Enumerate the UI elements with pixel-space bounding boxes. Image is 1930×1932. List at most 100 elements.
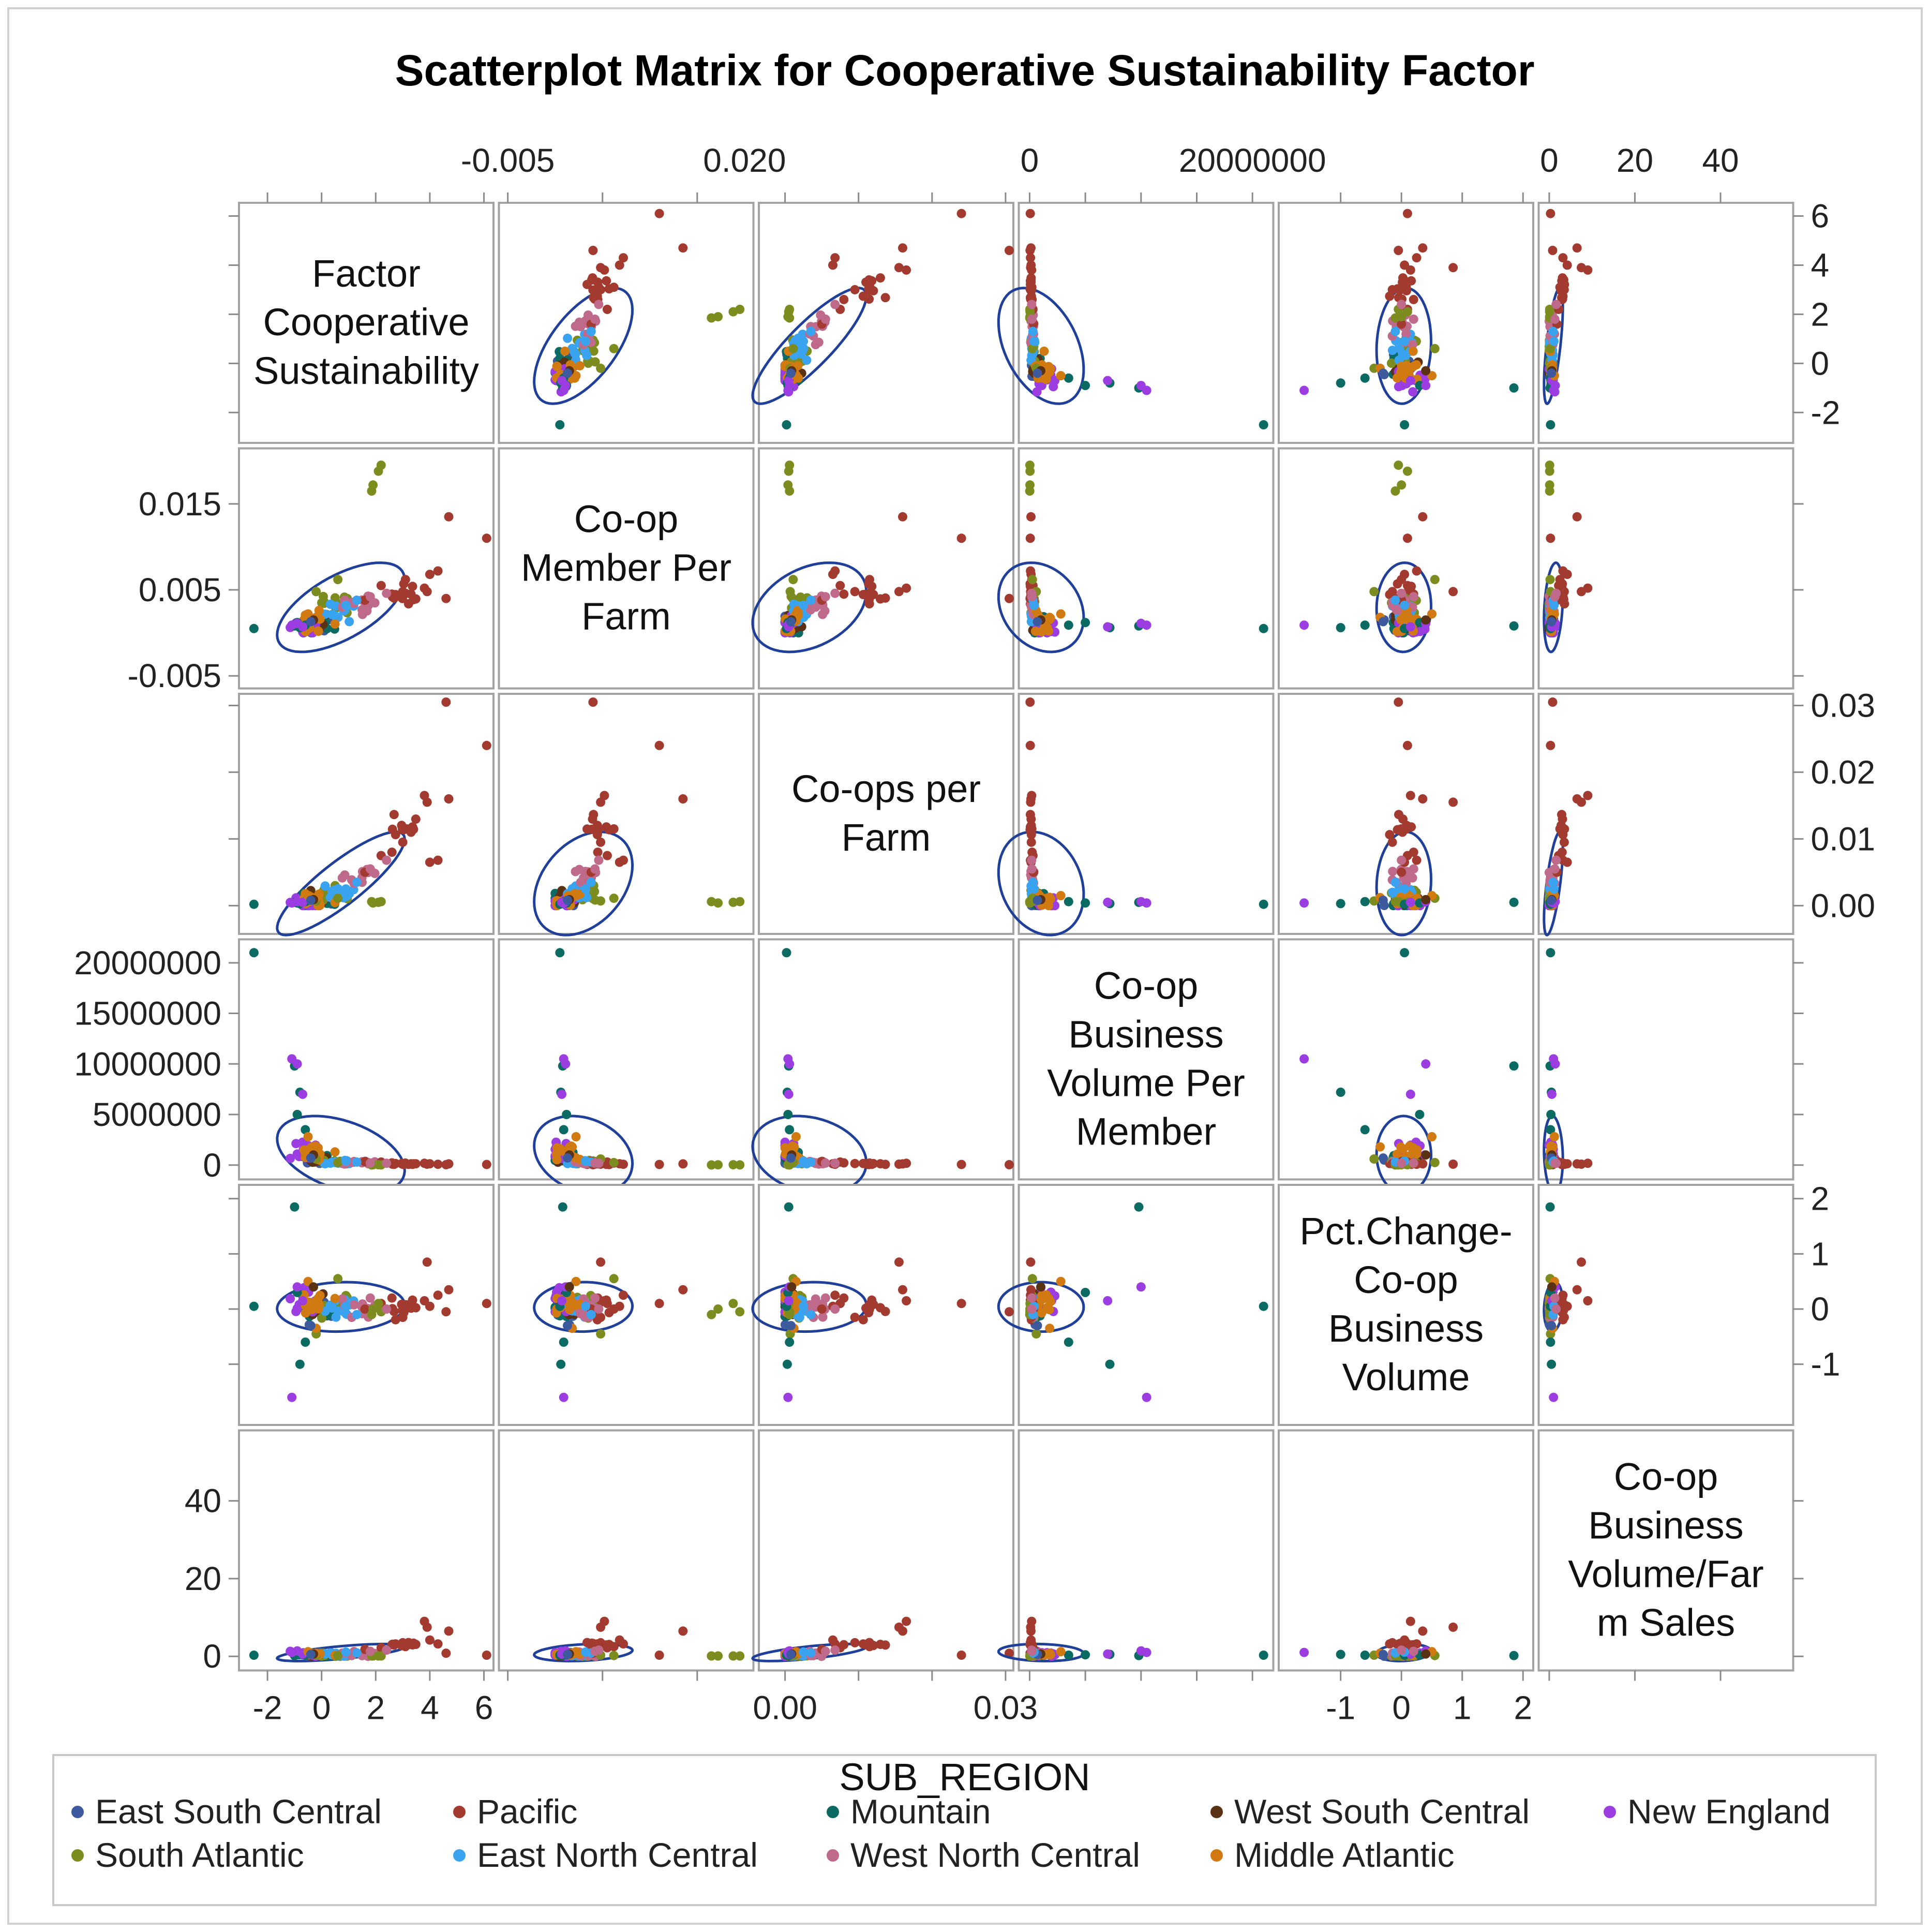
data-point-pacific bbox=[864, 275, 874, 285]
data-point-pacific bbox=[898, 512, 907, 522]
data-point-pacific bbox=[1418, 1626, 1428, 1636]
data-point-west-north-central bbox=[571, 867, 580, 876]
data-point-mountain bbox=[301, 1125, 310, 1135]
data-point-pacific bbox=[1448, 1160, 1458, 1169]
y-tick-label-left: -0.005 bbox=[128, 657, 221, 694]
data-point-mountain bbox=[1336, 378, 1345, 388]
data-point-mountain bbox=[555, 948, 565, 958]
matrix-cell-r2-c1 bbox=[498, 693, 755, 937]
y-tick-label-right: 4 bbox=[1811, 246, 1830, 284]
y-tick-label-left: 5000000 bbox=[93, 1096, 221, 1133]
data-point-east-south-central bbox=[1378, 368, 1388, 378]
data-point-pacific bbox=[1409, 294, 1418, 304]
x-tick-label-bottom: -2 bbox=[253, 1689, 282, 1727]
prediction-ellipse bbox=[997, 287, 1085, 405]
data-point-east-north-central bbox=[352, 1648, 362, 1658]
data-point-pacific bbox=[850, 1638, 860, 1647]
x-tick-label-top: 20 bbox=[1617, 142, 1653, 179]
chart-title: Scatterplot Matrix for Cooperative Susta… bbox=[395, 46, 1534, 95]
data-point-mountain bbox=[1509, 1061, 1519, 1071]
legend-label: West North Central bbox=[850, 1836, 1140, 1874]
data-point-mountain bbox=[1509, 897, 1519, 907]
data-point-west-north-central bbox=[830, 1304, 840, 1314]
data-point-south-atlantic bbox=[785, 313, 795, 323]
data-point-east-north-central bbox=[806, 1310, 816, 1319]
matrix-cell-r3-c4 bbox=[1278, 938, 1534, 1195]
legend-item: New England bbox=[1604, 1792, 1831, 1831]
data-point-east-north-central bbox=[580, 884, 590, 894]
data-point-east-north-central bbox=[586, 878, 596, 887]
data-point-south-atlantic bbox=[333, 1157, 343, 1167]
data-point-west-north-central bbox=[818, 1312, 828, 1322]
data-point-pacific bbox=[398, 1158, 408, 1168]
cell-frame bbox=[498, 938, 755, 1181]
data-point-east-north-central bbox=[352, 1310, 362, 1319]
data-point-pacific bbox=[425, 1635, 435, 1645]
y-tick-label-right: 1 bbox=[1811, 1235, 1830, 1272]
data-point-south-atlantic bbox=[713, 1304, 723, 1314]
data-point-pacific bbox=[1025, 533, 1035, 543]
prediction-ellipse bbox=[997, 830, 1085, 937]
data-point-south-atlantic bbox=[367, 486, 377, 496]
data-point-west-north-central bbox=[365, 592, 375, 602]
cell-frame bbox=[1537, 1429, 1794, 1672]
data-point-middle-atlantic bbox=[552, 1155, 562, 1165]
legend-marker bbox=[1210, 1849, 1223, 1862]
data-point-mountain bbox=[1336, 899, 1345, 909]
data-point-south-atlantic bbox=[735, 1651, 745, 1661]
data-point-south-atlantic bbox=[311, 587, 321, 597]
data-point-west-north-central bbox=[357, 610, 367, 619]
data-point-mountain bbox=[1509, 383, 1519, 393]
data-point-pacific bbox=[425, 857, 435, 867]
x-tick-label-bottom: -1 bbox=[1326, 1689, 1355, 1727]
data-point-pacific bbox=[389, 1306, 399, 1316]
y-tick-label-left: 0 bbox=[203, 1638, 221, 1675]
x-tick-label-bottom: 0 bbox=[312, 1689, 331, 1727]
data-point-mountain bbox=[1400, 420, 1410, 429]
data-point-middle-atlantic bbox=[1548, 1142, 1558, 1152]
legend-item: Pacific bbox=[453, 1792, 577, 1831]
matrix-cell-r1-c5 bbox=[1537, 447, 1794, 690]
data-point-mountain bbox=[555, 420, 565, 429]
data-point-south-atlantic bbox=[1390, 313, 1400, 323]
data-point-south-atlantic bbox=[728, 307, 738, 317]
data-point-east-south-central bbox=[563, 1321, 572, 1330]
data-point-south-atlantic bbox=[367, 897, 377, 906]
prediction-ellipse bbox=[276, 1114, 406, 1195]
data-point-new-england bbox=[1136, 1646, 1146, 1656]
y-tick-label-left: 20 bbox=[185, 1560, 221, 1597]
data-point-pacific bbox=[1548, 697, 1558, 707]
data-point-west-north-central bbox=[382, 1645, 392, 1655]
legend-marker bbox=[453, 1806, 466, 1818]
data-point-pacific bbox=[360, 1304, 370, 1314]
data-point-south-atlantic bbox=[796, 592, 805, 602]
matrix-cell-r5-c0 bbox=[238, 1429, 495, 1672]
data-point-new-england bbox=[1103, 376, 1113, 385]
diagonal-label: Volume/Far bbox=[1568, 1553, 1763, 1596]
data-point-east-north-central bbox=[1400, 336, 1410, 346]
data-point-middle-atlantic bbox=[1056, 371, 1066, 381]
data-point-middle-atlantic bbox=[1042, 1303, 1052, 1313]
data-point-west-north-central bbox=[1551, 1304, 1561, 1314]
data-point-pacific bbox=[858, 1315, 868, 1325]
data-point-east-south-central bbox=[786, 1153, 796, 1163]
data-point-pacific bbox=[619, 855, 628, 865]
data-point-pacific bbox=[420, 1616, 429, 1626]
data-point-pacific bbox=[433, 1639, 443, 1649]
data-point-west-north-central bbox=[1401, 329, 1411, 339]
cell-frame bbox=[1537, 447, 1794, 690]
data-point-east-south-central bbox=[1547, 896, 1557, 905]
data-point-middle-atlantic bbox=[571, 371, 581, 381]
data-point-west-south-central bbox=[1421, 366, 1431, 376]
data-point-east-south-central bbox=[563, 1649, 572, 1659]
data-point-middle-atlantic bbox=[311, 1142, 321, 1152]
data-point-west-north-central bbox=[365, 1646, 375, 1656]
data-point-new-england bbox=[1103, 1296, 1113, 1305]
data-point-pacific bbox=[1546, 209, 1555, 218]
data-point-pacific bbox=[422, 1257, 432, 1267]
data-point-middle-atlantic bbox=[1427, 1132, 1437, 1141]
data-point-pacific bbox=[1418, 512, 1428, 522]
cell-frame bbox=[238, 202, 495, 444]
prediction-ellipse bbox=[533, 1281, 634, 1333]
data-point-mountain bbox=[1134, 1202, 1144, 1212]
